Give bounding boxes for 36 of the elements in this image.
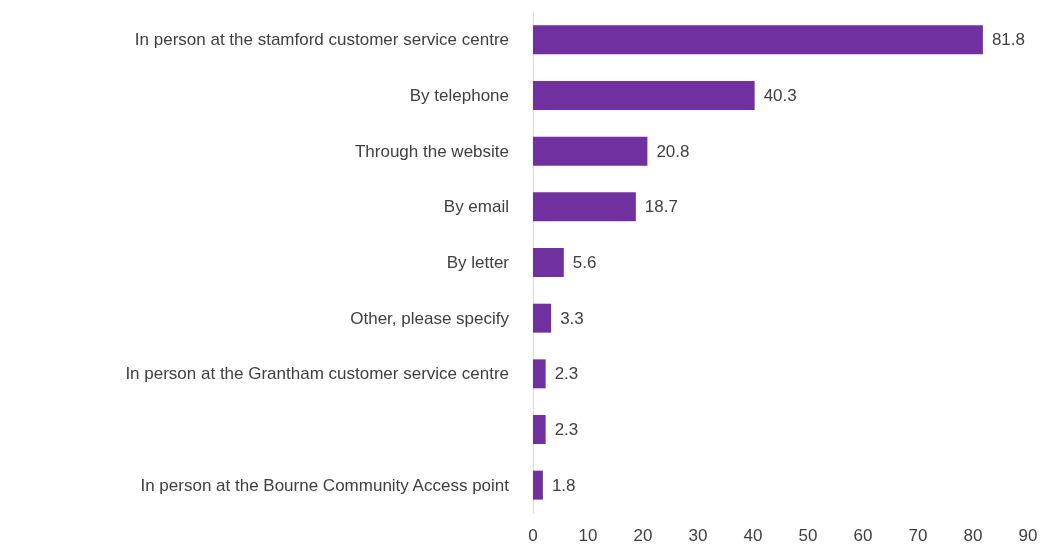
data-label: 3.3 — [560, 308, 584, 328]
y-tick-label: By letter — [446, 253, 510, 272]
data-label: 2.3 — [554, 420, 579, 439]
data-label: 40.3 — [763, 86, 797, 105]
x-tick-label: 10 — [578, 526, 598, 545]
x-tick-label: 0 — [528, 526, 538, 545]
data-label: 1.8 — [551, 475, 576, 495]
data-label: 81.8 — [991, 30, 1025, 50]
x-tick-label: 90 — [1018, 526, 1038, 545]
y-tick-label: In person at the Grantham customer service centre — [125, 364, 509, 384]
data-label: 18.7 — [644, 197, 678, 217]
y-tick-label: In person at the stamford customer service centre — [134, 30, 509, 50]
y-tick-label: Through the website — [354, 141, 509, 161]
bar — [533, 303, 552, 333]
bar — [533, 359, 546, 389]
x-tick-label: 30 — [688, 526, 708, 545]
bar — [533, 248, 564, 277]
data-label: 2.3 — [554, 364, 579, 384]
x-tick-label: 40 — [743, 526, 763, 545]
bar — [533, 415, 546, 444]
bar — [533, 136, 648, 166]
y-tick-label: Other, please specify — [350, 308, 510, 328]
y-tick-label: By telephone — [409, 86, 509, 105]
bar — [533, 25, 983, 55]
data-label: 20.8 — [656, 141, 690, 161]
bar — [533, 81, 755, 110]
x-tick-label: 50 — [798, 526, 818, 545]
x-tick-label: 60 — [853, 526, 873, 545]
x-tick-label: 80 — [963, 526, 983, 545]
y-tick-label: By email — [443, 197, 509, 217]
bar — [533, 470, 543, 500]
data-label: 5.6 — [572, 253, 597, 272]
bar — [533, 192, 636, 222]
x-tick-label: 70 — [908, 526, 928, 545]
y-tick-label: In person at the Bourne Community Access point — [140, 475, 510, 495]
x-tick-label: 20 — [633, 526, 653, 545]
